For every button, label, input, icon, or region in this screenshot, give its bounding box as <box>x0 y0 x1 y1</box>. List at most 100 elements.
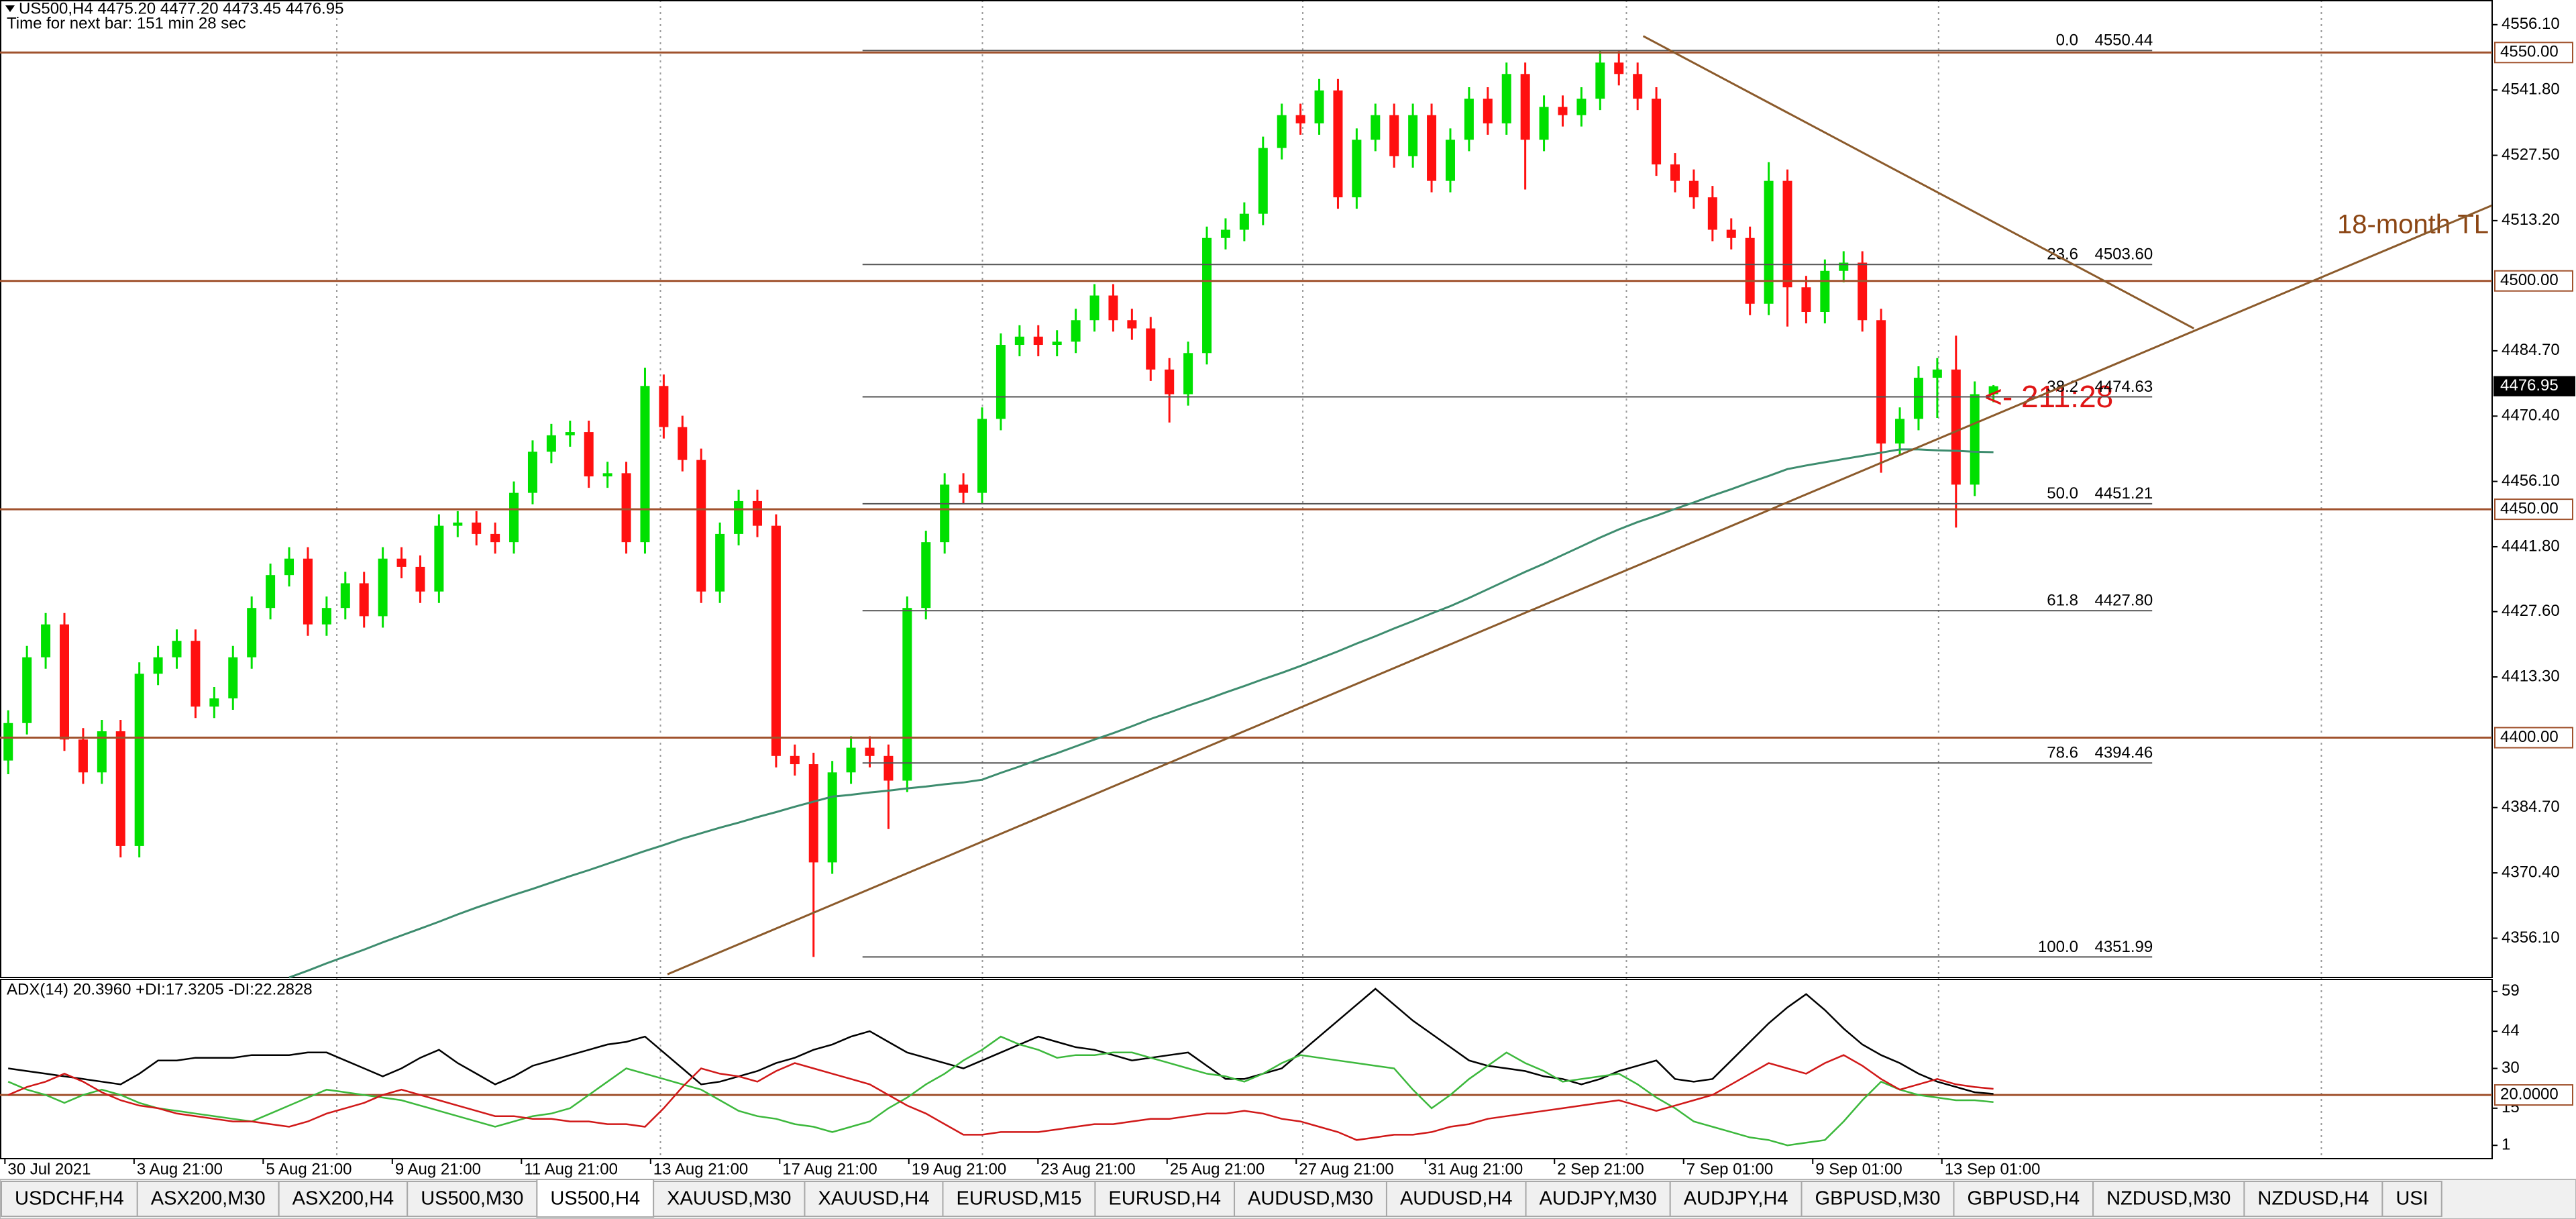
tab[interactable]: ASX200,H4 <box>278 1181 409 1217</box>
candle-body <box>659 386 669 427</box>
tab-bg <box>804 1181 944 1217</box>
x-tick-label: 7 Sep 01:00 <box>1686 1160 1773 1178</box>
candle-body <box>977 419 987 493</box>
candle-body <box>1352 140 1362 198</box>
candle-body <box>790 755 800 765</box>
level-label: 4500.00 <box>2500 271 2559 289</box>
candle-body <box>434 525 444 592</box>
candle-body <box>1951 369 1961 485</box>
candle-body <box>846 747 856 773</box>
tab-label: ASX200,M30 <box>151 1188 266 1210</box>
indicator-tick-label: 44 <box>2502 1021 2520 1039</box>
candle-body <box>1371 115 1381 140</box>
candle-body <box>472 522 482 534</box>
candle-body <box>959 484 969 493</box>
candle-body <box>640 386 650 543</box>
tab[interactable]: XAUUSD,M30 <box>653 1181 806 1217</box>
tab[interactable]: USDCHF,H4 <box>1 1181 138 1217</box>
moving-average <box>288 448 1994 979</box>
trendline <box>667 204 2492 975</box>
tab[interactable]: ASX200,M30 <box>136 1181 280 1217</box>
candle-body <box>1314 90 1324 123</box>
tab-label: ASX200,H4 <box>292 1188 394 1210</box>
indicator-tick-label: 59 <box>2502 982 2520 1000</box>
candle-body <box>1014 336 1024 346</box>
current-price-box <box>2493 376 2575 396</box>
fib-ratio: 100.0 <box>2038 938 2078 956</box>
current-price-label: 4476.95 <box>2500 376 2559 394</box>
header-icon <box>5 5 15 12</box>
x-tick-label: 13 Sep 01:00 <box>1945 1160 2041 1178</box>
candle-body <box>678 427 688 460</box>
candle-body <box>1614 62 1624 74</box>
indicator-tick-label: 30 <box>2502 1059 2520 1077</box>
tab-label: AUDUSD,H4 <box>1400 1188 1513 1210</box>
level-box <box>2494 270 2573 292</box>
y-tick-label: 4413.30 <box>2502 667 2560 685</box>
tab[interactable]: EURUSD,H4 <box>1094 1181 1236 1217</box>
candle-body <box>883 755 894 781</box>
candle-body <box>97 731 107 773</box>
plot <box>3 50 1998 957</box>
tab-bg <box>1094 1181 1236 1217</box>
candle-body <box>1633 74 1643 99</box>
candle-body <box>584 432 594 477</box>
x-tick-label: 11 Aug 21:00 <box>524 1160 618 1178</box>
candle-body <box>266 575 276 608</box>
candle-body <box>22 657 32 723</box>
tab[interactable]: AUDJPY,H4 <box>1669 1181 1803 1217</box>
tab[interactable]: XAUUSD,H4 <box>804 1181 944 1217</box>
candle-body <box>715 533 725 592</box>
indicator-level-box <box>2494 1084 2573 1106</box>
y-tick-label: 4356.10 <box>2502 929 2560 947</box>
candle-body <box>1858 262 1868 321</box>
tab[interactable]: GBPUSD,H4 <box>1953 1181 2094 1217</box>
candle-body <box>1520 74 1530 140</box>
tab[interactable]: US500,H4 <box>536 1179 655 1218</box>
y-tick-label: 4470.40 <box>2502 407 2560 425</box>
x-tick-label: 25 Aug 21:00 <box>1170 1160 1265 1178</box>
header: US500,H4 4475.20 4477.20 4473.45 4476.95 <box>19 0 343 17</box>
tab[interactable]: AUDUSD,M30 <box>1234 1181 1387 1217</box>
tab-label: AUDJPY,M30 <box>1540 1188 1657 1210</box>
tab[interactable]: EURUSD,M15 <box>942 1181 1096 1217</box>
tab[interactable]: US500,M30 <box>407 1181 538 1217</box>
indicator-tick-label: 1 <box>2502 1136 2510 1154</box>
indicator-line <box>8 988 1994 1095</box>
tab[interactable]: AUDUSD,H4 <box>1385 1181 1527 1217</box>
indicator-line <box>7 1054 1994 1141</box>
tab-label: USI <box>2396 1188 2428 1210</box>
candle-body <box>172 641 182 657</box>
tab[interactable]: NZDUSD,M30 <box>2092 1181 2245 1217</box>
level-label: 4450.00 <box>2500 499 2559 517</box>
candle-body <box>1595 62 1605 99</box>
tab-label: XAUUSD,H4 <box>818 1188 929 1210</box>
tab[interactable]: USI <box>2381 1181 2443 1217</box>
candle-body <box>1670 164 1680 181</box>
tab-bg <box>653 1181 806 1217</box>
y-tick-label: 4513.20 <box>2502 211 2560 229</box>
candle-body <box>527 452 537 493</box>
candle-body <box>1707 197 1717 230</box>
candle-body <box>415 566 425 592</box>
candle-body <box>1071 320 1081 342</box>
candle-body <box>1782 180 1792 288</box>
candle-body <box>771 525 781 756</box>
candle-body <box>41 624 51 657</box>
candle-body <box>1464 99 1474 140</box>
fib-ratio: 23.6 <box>2047 246 2078 264</box>
candle-body <box>284 558 294 576</box>
candle-body <box>134 674 144 846</box>
tab[interactable]: AUDJPY,M30 <box>1525 1181 1671 1217</box>
tab[interactable]: GBPUSD,M30 <box>1801 1181 1955 1217</box>
candle-body <box>696 460 706 592</box>
y-tick-label: 4370.40 <box>2502 863 2560 881</box>
candle-body <box>1202 237 1212 354</box>
candle-body <box>1427 115 1437 181</box>
tab[interactable]: NZDUSD,H4 <box>2243 1181 2383 1217</box>
fib-ratio: 78.6 <box>2047 744 2078 762</box>
indicator-line <box>7 1035 1994 1147</box>
tab-bg <box>536 1179 655 1218</box>
candle-body <box>940 484 950 543</box>
